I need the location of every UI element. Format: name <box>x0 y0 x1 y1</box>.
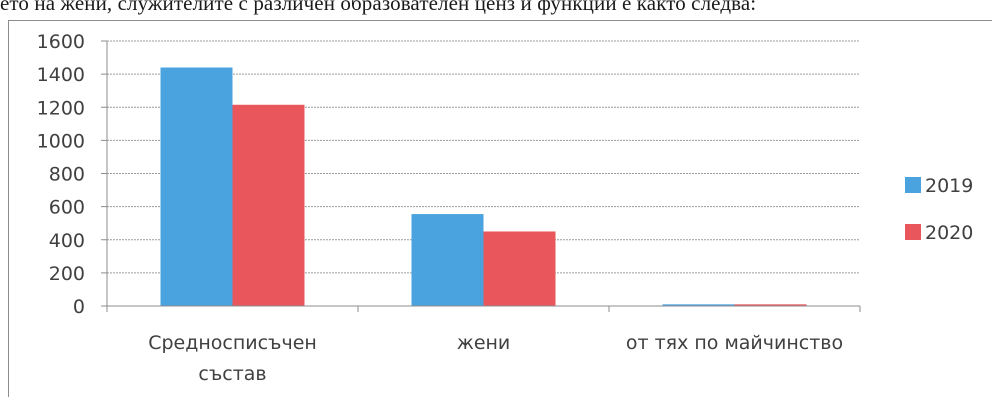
bar-2020-1 <box>483 231 556 306</box>
y-axis: 0 200 400 600 800 1000 1200 1400 1600 <box>37 31 108 318</box>
y-tick-label: 0 <box>73 296 85 318</box>
legend-swatch-2019 <box>905 177 921 193</box>
y-tick-label: 1000 <box>37 130 85 152</box>
y-tick-label: 600 <box>49 197 85 219</box>
x-category-label: от тях по майчинство <box>626 332 843 354</box>
chart-frame <box>8 20 992 397</box>
page-heading-text: ето на жени, служителите с различен обра… <box>0 0 757 15</box>
x-category-label: жени <box>457 332 511 354</box>
bar-2020-0 <box>232 104 305 306</box>
y-tick-label: 1200 <box>37 97 85 119</box>
y-tick-label: 1600 <box>37 31 85 53</box>
bars <box>160 67 807 306</box>
legend-label-2020: 2020 <box>925 222 973 244</box>
legend: 2019 2020 <box>905 175 973 244</box>
legend-label-2019: 2019 <box>925 175 973 197</box>
bar-2019-1 <box>411 214 484 306</box>
y-tick-label: 800 <box>49 164 85 186</box>
legend-swatch-2020 <box>905 224 921 240</box>
bar-2020-2 <box>734 304 807 306</box>
bar-2019-0 <box>160 67 233 306</box>
y-tick-label: 400 <box>49 230 85 252</box>
x-category-label: Средносписъчен състав <box>148 332 317 385</box>
x-axis: Средносписъчен състав жени от тях по майчин… <box>106 305 861 385</box>
bar-2019-2 <box>662 304 735 306</box>
y-tick-label: 1400 <box>37 64 85 86</box>
y-tick-label: 200 <box>49 263 85 285</box>
